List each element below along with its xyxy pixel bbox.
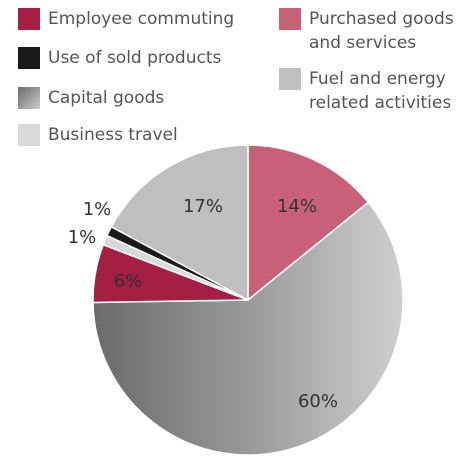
pie-slice [92,201,404,456]
legend-swatch [279,8,301,30]
legend-label: Fuel and energy related activities [309,69,452,113]
legend-swatch [18,124,40,146]
legend-swatch [18,47,40,69]
slice-label: 60% [298,391,338,412]
pie-slice [247,144,370,302]
legend-item: Capital goods [18,86,278,110]
legend-label: Business travel [48,125,178,145]
legend-label: Purchased goods and services [309,9,454,53]
legend-label: Capital goods [48,88,165,108]
slice-label: 1% [68,227,97,248]
legend-swatch [18,87,40,109]
legend-item: Purchased goods and services [279,7,475,55]
legend-swatch [279,68,301,90]
legend-label: Employee commuting [48,9,235,29]
slice-label: 1% [83,199,112,220]
legend-item: Use of sold products [18,46,278,70]
legend-swatch [18,8,40,30]
slice-label: 17% [183,196,223,217]
legend-label: Use of sold products [48,48,222,68]
pie-slice [110,144,249,302]
legend-item: Fuel and energy related activities [279,67,475,115]
slice-label: 6% [114,271,143,292]
slice-label: 14% [277,196,317,217]
legend-item: Employee commuting [18,7,278,31]
legend-item: Business travel [18,123,278,147]
